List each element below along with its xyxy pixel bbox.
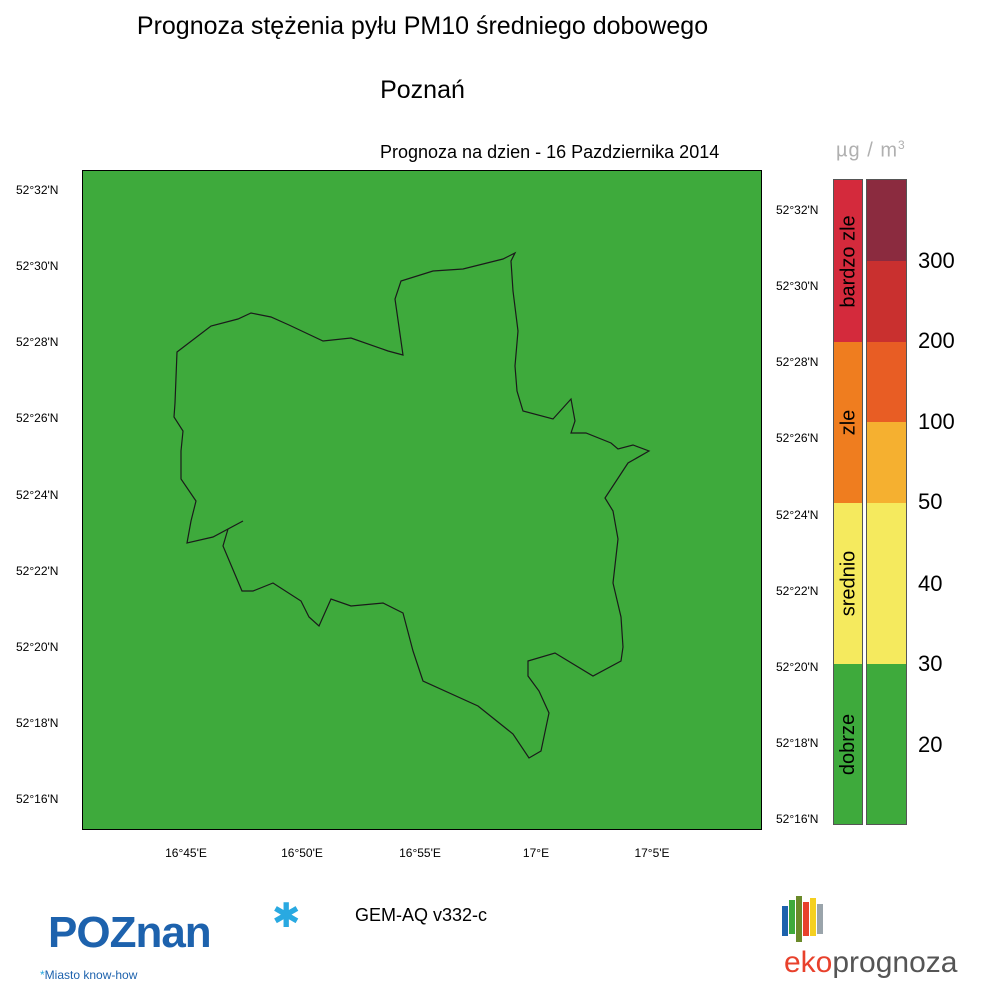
lon-label: 17°5'E: [634, 846, 670, 860]
lat-label-left: 52°28'N: [16, 335, 59, 349]
scale-tick-label: 50: [918, 489, 943, 514]
lat-label-right: 52°18'N: [776, 736, 819, 750]
lon-label: 16°55'E: [399, 846, 441, 860]
poznan-tagline: *Miasto know-how: [40, 968, 138, 982]
lat-label-right: 52°32'N: [776, 203, 819, 217]
asterisk-icon: ✱: [272, 897, 301, 935]
units-exponent: 3: [897, 138, 906, 152]
scale-band: [867, 503, 906, 664]
lon-label: 17°E: [522, 846, 550, 860]
poznan-logo: POZnan ✱: [48, 897, 301, 958]
scale-band: [867, 422, 906, 503]
units-text: µg / m: [836, 139, 898, 162]
ekoprognoza-bars-icon: [782, 896, 823, 942]
scale-tick-label: 200: [918, 328, 955, 353]
lat-label-right: 52°26'N: [776, 431, 819, 445]
lat-label-left: 52°18'N: [16, 716, 59, 730]
lat-label-left: 52°20'N: [16, 640, 59, 654]
category-label: zle: [837, 409, 860, 436]
lat-label-left: 52°30'N: [16, 259, 59, 273]
category-label: srednio: [837, 550, 860, 617]
scale-tick-label: 100: [918, 409, 955, 434]
lat-label-left: 52°32'N: [16, 183, 59, 197]
category-label: dobrze: [837, 713, 860, 775]
map-title: Prognoza stężenia pyłu PM10 średniego do…: [136, 12, 709, 40]
lat-label-left: 52°24'N: [16, 488, 59, 502]
category-srednio: [834, 503, 862, 664]
forecast-date: Prognoza na dzien - 16 Pazdziernika 2014: [380, 142, 720, 162]
scale-tick-label: 40: [918, 571, 943, 596]
category-label: bardzo zle: [837, 214, 860, 308]
scale-band: [867, 664, 906, 824]
ekoprognoza-logo-text: ekoprognoza: [784, 946, 958, 979]
scale-band: [867, 261, 906, 342]
lat-label-right: 52°16'N: [776, 812, 819, 826]
lat-label-right: 52°28'N: [776, 355, 819, 369]
scale-tick-label: 30: [918, 651, 943, 676]
model-version: GEM-AQ v332-c: [355, 905, 488, 925]
category-zle: [834, 342, 862, 503]
lat-label-left: 52°16'N: [16, 792, 59, 806]
poznan-logo-text: POZnan: [48, 908, 212, 957]
lat-label-right: 52°22'N: [776, 584, 819, 598]
scale-tick-label: 300: [918, 248, 955, 273]
category-colorbar: bardzo zle zle srednio dobrze: [833, 179, 863, 825]
lon-label: 16°45'E: [165, 846, 207, 860]
category-dobrze: [834, 664, 862, 824]
scale-band: [867, 342, 906, 422]
city-boundary: [173, 251, 651, 759]
map-area: [82, 170, 762, 830]
lat-label-right: 52°20'N: [776, 660, 819, 674]
concentration-colorbar: [866, 179, 907, 825]
units-label: µg / m3: [836, 138, 906, 163]
category-bardzo-zle: [834, 180, 862, 342]
scale-tick-label: 20: [918, 732, 943, 757]
scale-band: [867, 180, 906, 261]
lat-label-left: 52°26'N: [16, 411, 59, 425]
lat-label-right: 52°24'N: [776, 508, 819, 522]
lat-label-right: 52°30'N: [776, 279, 819, 293]
city-name: Poznań: [380, 76, 465, 104]
lon-label: 16°50'E: [281, 846, 323, 860]
lat-label-left: 52°22'N: [16, 564, 59, 578]
